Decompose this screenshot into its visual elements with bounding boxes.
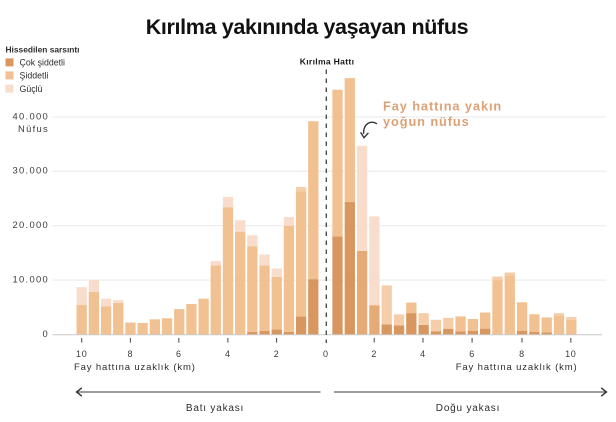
svg-text:0: 0 (323, 349, 329, 359)
svg-text:10: 10 (76, 349, 87, 359)
svg-text:40.000: 40.000 (13, 110, 49, 121)
svg-text:Nüfus: Nüfus (18, 123, 49, 134)
svg-text:4: 4 (420, 349, 426, 359)
svg-text:6: 6 (176, 349, 182, 359)
svg-text:Fay hattına yakın: Fay hattına yakın (383, 99, 502, 114)
svg-text:Hissedilen sarsıntı: Hissedilen sarsıntı (6, 45, 80, 55)
svg-text:Kırılma yakınında yaşayan nüfu: Kırılma yakınında yaşayan nüfus (146, 15, 469, 39)
svg-text:30.000: 30.000 (13, 165, 49, 176)
svg-text:8: 8 (519, 349, 525, 359)
svg-text:20.000: 20.000 (13, 219, 49, 230)
svg-text:8: 8 (128, 349, 134, 359)
svg-text:10: 10 (565, 349, 576, 359)
svg-text:Batı yakası: Batı yakası (186, 403, 244, 414)
svg-text:6: 6 (469, 349, 475, 359)
svg-text:4: 4 (225, 349, 231, 359)
svg-text:Fay hattına uzaklık (km): Fay hattına uzaklık (km) (74, 362, 196, 373)
svg-text:Çok şiddetli: Çok şiddetli (20, 58, 66, 68)
svg-text:Doğu yakası: Doğu yakası (436, 403, 500, 414)
svg-text:2: 2 (371, 349, 377, 359)
svg-text:yoğun nüfus: yoğun nüfus (383, 114, 470, 129)
svg-text:Fay hattına uzaklık (km): Fay hattına uzaklık (km) (456, 362, 578, 373)
svg-text:2: 2 (274, 349, 280, 359)
svg-text:Şiddetli: Şiddetli (20, 71, 49, 81)
svg-text:0: 0 (42, 328, 49, 339)
svg-text:Güçlü: Güçlü (20, 84, 43, 94)
svg-text:Kırılma Hattı: Kırılma Hattı (300, 57, 355, 67)
svg-text:10.000: 10.000 (13, 273, 49, 284)
